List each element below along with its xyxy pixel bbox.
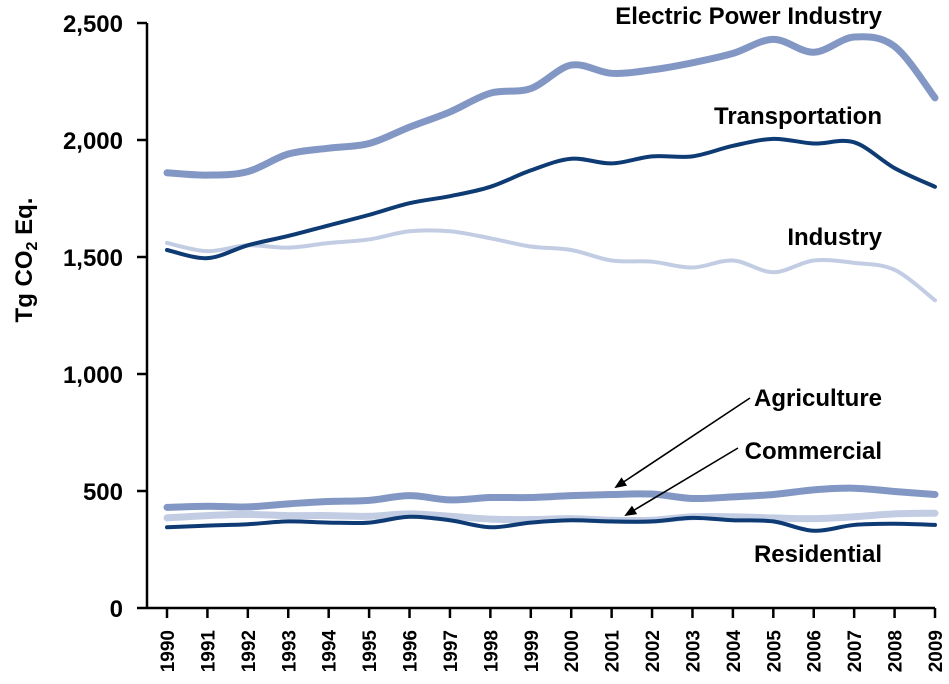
x-tick-label: 1998 [481, 630, 502, 672]
x-tick-label: 2007 [845, 630, 866, 672]
label-transportation: Transportation [714, 103, 882, 130]
label-residential: Residential [754, 541, 882, 568]
series-line-agriculture [163, 484, 939, 511]
x-tick-label: 2003 [683, 630, 704, 672]
y-tick-label: 2,000 [63, 128, 123, 155]
label-electric-power-industry: Electric Power Industry [615, 3, 882, 30]
x-tick-label: 1997 [441, 630, 462, 672]
x-tick-label: 1995 [360, 630, 381, 673]
x-axis: 1990 1991 1992 1993 1994 1995 1996 1997 1998 1999… [147, 606, 947, 673]
label-agriculture: Agriculture [754, 385, 882, 412]
label-industry: Industry [787, 224, 882, 251]
x-tick-label: 1990 [158, 630, 179, 672]
series-line-electric-power-industry [163, 33, 939, 179]
x-tick-label: 1992 [239, 630, 260, 672]
y-axis-title: Tg CO2 Eq. [11, 198, 41, 323]
series-line-residential [165, 514, 937, 533]
series-lines [163, 33, 939, 533]
agriculture-pointer-arrow [614, 397, 751, 489]
series-line-transportation [165, 136, 937, 261]
x-tick-label: 2004 [724, 630, 745, 673]
y-tick-label: 500 [83, 479, 123, 506]
x-tick-label: 2002 [643, 630, 664, 672]
y-tick-label: 1,000 [63, 362, 123, 389]
x-tick-label: 2009 [926, 630, 947, 672]
x-tick-label: 1994 [320, 630, 341, 673]
x-tick-label: 1991 [198, 630, 219, 673]
x-tick-label: 1999 [522, 630, 543, 672]
x-tick-label: 2000 [562, 630, 583, 672]
x-tick-label: 1993 [279, 630, 300, 672]
series-line-industry [165, 228, 937, 303]
commercial-pointer-arrow [624, 447, 739, 517]
label-commercial: Commercial [745, 438, 882, 465]
series-line-commercial [163, 509, 939, 525]
y-tick-label: 1,500 [63, 245, 123, 272]
y-tick-label: 0 [110, 596, 123, 623]
x-tick-label: 2005 [764, 630, 785, 673]
y-axis: 0 500 1,000 1,500 2,000 2,500 [63, 11, 149, 623]
x-tick-label: 2001 [603, 630, 624, 673]
x-tick-label: 2008 [886, 630, 907, 672]
y-tick-label: 2,500 [63, 11, 123, 38]
x-tick-label: 1996 [401, 630, 422, 672]
x-tick-label: 2006 [805, 630, 826, 672]
